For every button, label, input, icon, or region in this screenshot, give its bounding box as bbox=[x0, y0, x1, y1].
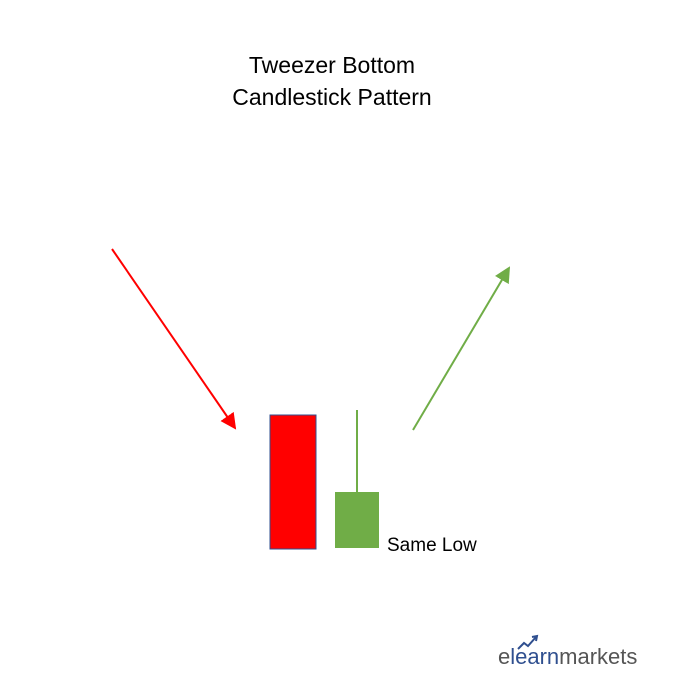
bearish-candle bbox=[269, 414, 317, 550]
brand-logo: elearnmarkets bbox=[498, 634, 638, 670]
title-line-2: Candlestick Pattern bbox=[232, 84, 432, 110]
brand-logo-part-markets: markets bbox=[559, 644, 638, 669]
brand-logo-part-e: e bbox=[498, 644, 511, 669]
uptrend-arrow bbox=[412, 266, 511, 431]
title-line-1: Tweezer Bottom bbox=[248, 52, 416, 78]
arrow-growth-icon bbox=[517, 634, 539, 650]
same-low-label: Same Low bbox=[387, 535, 477, 556]
bullish-candle bbox=[335, 492, 379, 548]
downtrend-arrow bbox=[111, 248, 237, 430]
